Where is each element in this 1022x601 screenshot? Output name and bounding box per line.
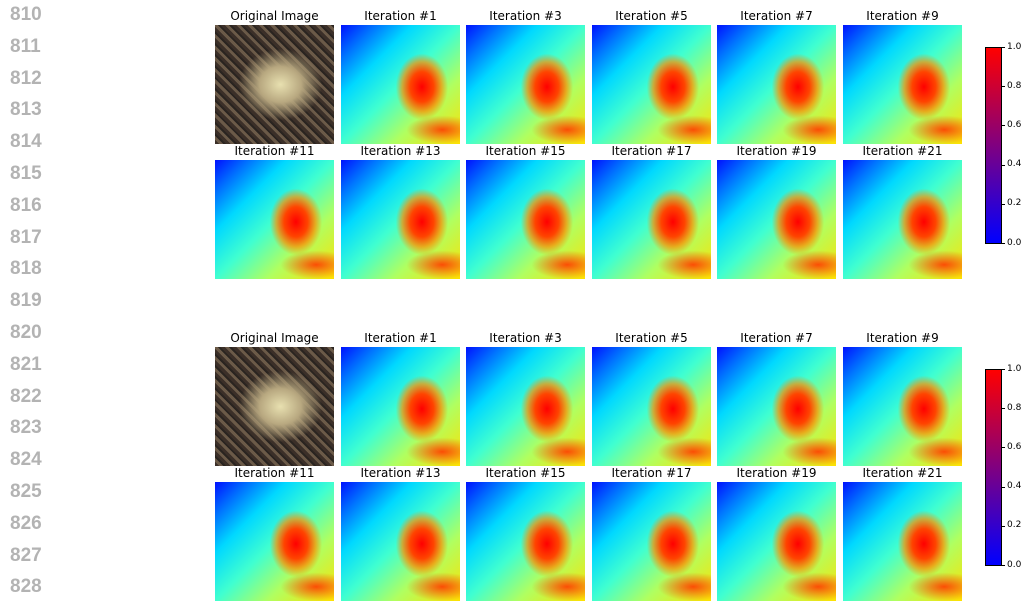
colorbar-tick-label: 1.0 bbox=[1007, 43, 1021, 52]
panel-title: Iteration #7 bbox=[717, 331, 836, 345]
colorbar-tick-label: 0.6 bbox=[1007, 443, 1021, 452]
colorbar-tick-label: 0.6 bbox=[1007, 121, 1021, 130]
line-number: 820 bbox=[10, 322, 50, 344]
heatmap bbox=[466, 347, 585, 466]
line-number: 824 bbox=[10, 449, 50, 471]
line-number: 825 bbox=[10, 481, 50, 503]
heatmap bbox=[215, 482, 334, 601]
colorbar-tick bbox=[1002, 565, 1005, 566]
line-number: 819 bbox=[10, 290, 50, 312]
colorbar-tick-label: 0.2 bbox=[1007, 521, 1021, 530]
heatmap bbox=[843, 25, 962, 144]
panel-title: Iteration #3 bbox=[466, 9, 585, 23]
line-number: 810 bbox=[10, 4, 50, 26]
original-image bbox=[215, 25, 334, 144]
heatmap bbox=[592, 347, 711, 466]
panel-title: Iteration #21 bbox=[843, 466, 962, 480]
colorbar bbox=[985, 47, 1002, 244]
heatmap bbox=[341, 160, 460, 279]
panel-title: Original Image bbox=[215, 331, 334, 345]
colorbar-tick-label: 0.8 bbox=[1007, 404, 1021, 413]
colorbar-tick bbox=[1002, 447, 1005, 448]
page: {"line_numbers": ["810","811","812","813… bbox=[0, 0, 1022, 600]
panel-title: Iteration #9 bbox=[843, 9, 962, 23]
colorbar-tick-label: 1.0 bbox=[1007, 365, 1021, 374]
heatmap bbox=[592, 25, 711, 144]
line-number: 814 bbox=[10, 131, 50, 153]
panel-title: Iteration #9 bbox=[843, 331, 962, 345]
heatmap bbox=[466, 160, 585, 279]
colorbar-tick bbox=[1002, 408, 1005, 409]
colorbar-tick-label: 0.0 bbox=[1007, 239, 1021, 248]
heatmap bbox=[592, 482, 711, 601]
colorbar-tick bbox=[1002, 125, 1005, 126]
panel-title: Iteration #17 bbox=[592, 466, 711, 480]
line-number: 821 bbox=[10, 354, 50, 376]
heatmap bbox=[341, 482, 460, 601]
line-number: 813 bbox=[10, 99, 50, 121]
panel-title: Iteration #3 bbox=[466, 331, 585, 345]
heatmap bbox=[341, 347, 460, 466]
line-number: 812 bbox=[10, 68, 50, 90]
line-number: 811 bbox=[10, 36, 50, 58]
colorbar-tick bbox=[1002, 369, 1005, 370]
line-number: 827 bbox=[10, 545, 50, 567]
colorbar-tick bbox=[1002, 526, 1005, 527]
panel-title: Iteration #13 bbox=[341, 466, 460, 480]
line-number: 822 bbox=[10, 386, 50, 408]
panel-title: Iteration #11 bbox=[215, 466, 334, 480]
line-number: 828 bbox=[10, 576, 50, 598]
heatmap bbox=[717, 160, 836, 279]
original-image bbox=[215, 347, 334, 466]
colorbar-tick bbox=[1002, 47, 1005, 48]
line-number: 826 bbox=[10, 513, 50, 535]
line-number: 815 bbox=[10, 163, 50, 185]
line-number: 818 bbox=[10, 258, 50, 280]
colorbar-tick-label: 0.0 bbox=[1007, 561, 1021, 570]
heatmap bbox=[843, 482, 962, 601]
panel-title: Iteration #15 bbox=[466, 466, 585, 480]
heatmap bbox=[466, 25, 585, 144]
heatmap bbox=[466, 482, 585, 601]
line-number: 817 bbox=[10, 227, 50, 249]
panel-title: Iteration #5 bbox=[592, 331, 711, 345]
panel-title: Iteration #11 bbox=[215, 144, 334, 158]
panel-title: Iteration #7 bbox=[717, 9, 836, 23]
panel-title: Iteration #13 bbox=[341, 144, 460, 158]
heatmap bbox=[592, 160, 711, 279]
colorbar-tick bbox=[1002, 86, 1005, 87]
colorbar-tick bbox=[1002, 204, 1005, 205]
heatmap bbox=[843, 160, 962, 279]
panel-title: Iteration #1 bbox=[341, 9, 460, 23]
panel-title: Iteration #17 bbox=[592, 144, 711, 158]
heatmap bbox=[717, 482, 836, 601]
colorbar bbox=[985, 369, 1002, 566]
panel-title: Original Image bbox=[215, 9, 334, 23]
colorbar-tick bbox=[1002, 165, 1005, 166]
panel-title: Iteration #15 bbox=[466, 144, 585, 158]
heatmap bbox=[215, 160, 334, 279]
panel-title: Iteration #19 bbox=[717, 466, 836, 480]
heatmap bbox=[717, 25, 836, 144]
panel-title: Iteration #1 bbox=[341, 331, 460, 345]
heatmap bbox=[341, 25, 460, 144]
panel-title: Iteration #5 bbox=[592, 9, 711, 23]
panel-title: Iteration #19 bbox=[717, 144, 836, 158]
heatmap bbox=[717, 347, 836, 466]
heatmap bbox=[843, 347, 962, 466]
colorbar-tick-label: 0.2 bbox=[1007, 199, 1021, 208]
colorbar-tick-label: 0.4 bbox=[1007, 160, 1021, 169]
panel-title: Iteration #21 bbox=[843, 144, 962, 158]
line-number: 816 bbox=[10, 195, 50, 217]
colorbar-tick bbox=[1002, 243, 1005, 244]
colorbar-tick bbox=[1002, 487, 1005, 488]
line-number: 823 bbox=[10, 417, 50, 439]
colorbar-tick-label: 0.8 bbox=[1007, 82, 1021, 91]
colorbar-tick-label: 0.4 bbox=[1007, 482, 1021, 491]
